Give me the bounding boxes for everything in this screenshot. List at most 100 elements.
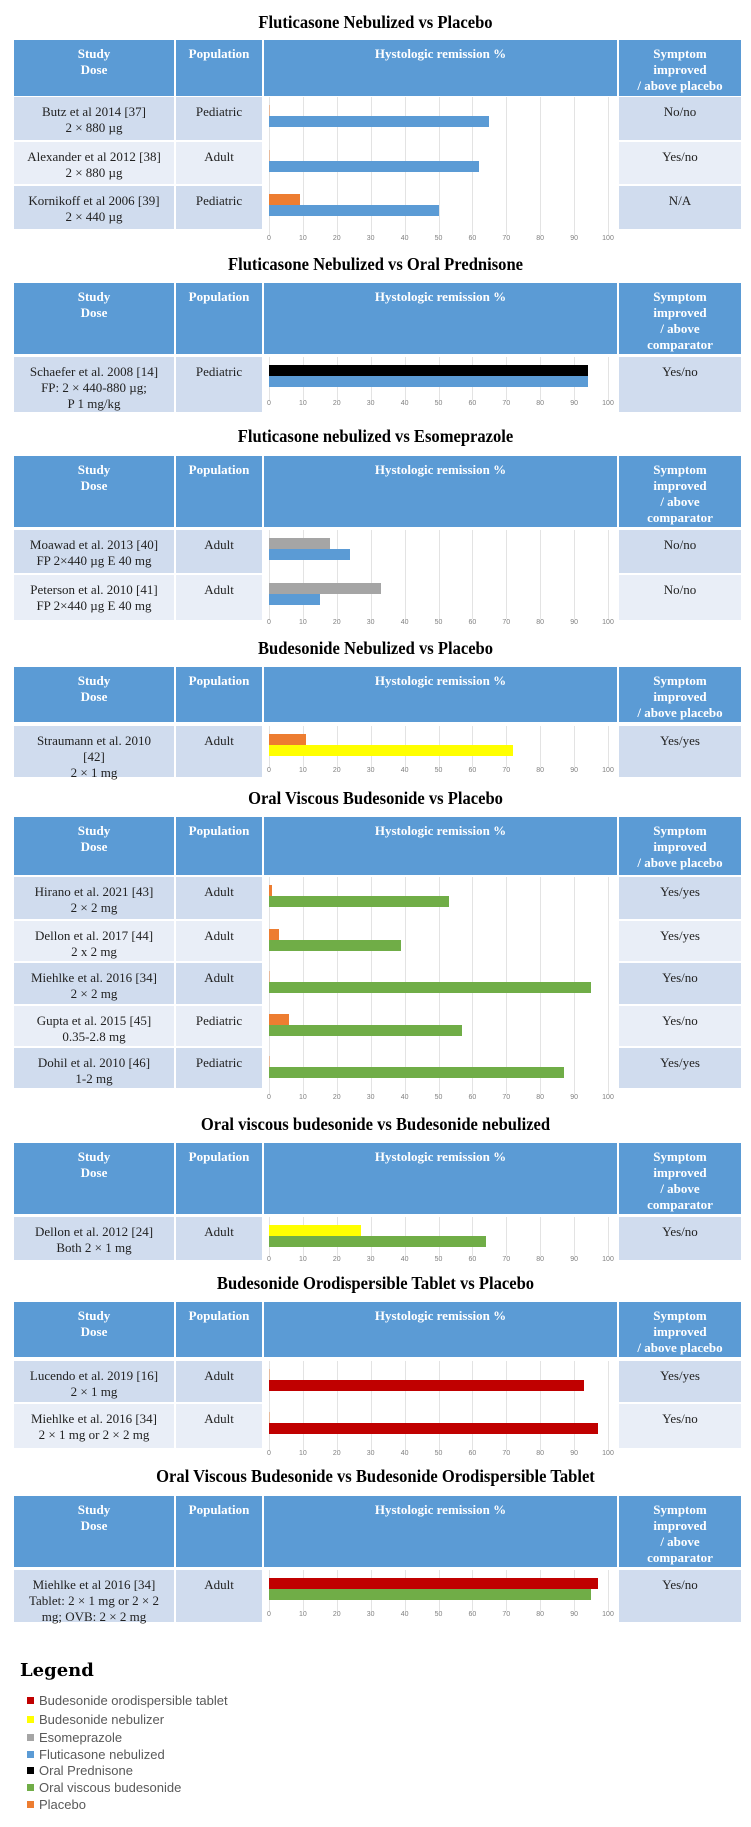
study-cell-text: mg; OVB: 2 × 2 mg [41,1609,147,1624]
bar-budesonide-nebulizer [269,745,514,756]
x-tick-label-text: 60 [468,235,477,242]
header-symptom-text: Symptom [653,46,707,61]
bar-placebo [269,1056,270,1067]
symptom-cell-text: Yes/no [662,149,698,164]
x-tick-label-text: 10 [298,1450,307,1457]
header-remission: Hystologic remission % [264,456,617,527]
bar-oral-viscous-budesonide [269,1025,463,1036]
x-tick-label: 0 [259,235,279,242]
x-tick-label: 30 [361,767,381,774]
bar-fluticasone-nebulized [269,205,439,216]
chart-title: Oral viscous budesonide vs Budesonide ne… [30,1114,721,1135]
gridline [608,877,609,1094]
x-tick-label: 90 [564,1611,584,1618]
study-cell-text: FP 2×440 µg E 40 mg [36,598,152,613]
population-cell-text: Adult [204,970,234,985]
gridline [506,97,508,235]
x-tick-label-text: 40 [400,235,409,242]
x-tick-label: 100 [598,767,618,774]
x-tick-label-text: 50 [434,1450,443,1457]
header-symptom-text: Symptom [653,1308,707,1323]
study-cell-text: Tablet: 2 × 1 mg or 2 × 2 [28,1593,159,1608]
header-symptom-text: Symptom [653,823,707,838]
header-symptom: Symptom improved / above placebo [619,1302,741,1357]
x-tick-label-text: 60 [468,1450,477,1457]
plot-area [264,1361,617,1449]
bar-placebo [269,734,307,745]
bar-budesonide-orodispersible-tablet [269,1578,598,1589]
x-tick-label: 40 [395,619,415,626]
population-cell-text: Pediatric [195,193,243,208]
population-cell-text: Adult [204,884,234,899]
x-tick-label: 40 [395,1611,415,1618]
header-study-text: Study [77,1502,111,1517]
x-tick-label-text: 40 [400,767,409,774]
x-tick-label: 100 [598,400,618,407]
header-symptom-text: improved [653,1518,707,1533]
population-cell-text: Adult [204,149,234,164]
x-tick-label: 20 [327,1450,347,1457]
x-tick-label: 0 [259,1450,279,1457]
symptom-cell-text: N/A [668,193,692,208]
gridline [472,1361,474,1450]
header-population: Population [176,1496,262,1567]
x-tick-label: 80 [530,767,550,774]
legend-swatch [27,1697,34,1704]
x-tick-label: 100 [598,1450,618,1457]
gridline [574,97,576,235]
study-cell-text: Kornikoff et al 2006 [39] [28,193,160,208]
x-tick-label: 30 [361,1450,381,1457]
study-cell-text: Dohil et al. 2010 [46] [37,1055,151,1070]
study-cell: Alexander et al 2012 [38] 2 × 880 µg [14,142,174,184]
gridline [608,357,609,400]
x-tick-label-text: 80 [536,1256,545,1263]
x-tick-label-text: 90 [570,235,578,242]
legend-swatch [27,1751,34,1758]
header-remission-text: Hystologic remission % [374,673,507,688]
study-cell-text: Straumann et al. 2010 [36,733,152,748]
study-cell-text: Dellon et al. 2012 [24] [34,1224,154,1239]
population-cell-text: Adult [204,928,234,943]
gridline [472,530,474,619]
gridline [608,1570,609,1611]
header-population-text: Population [188,46,250,61]
study-cell-text: FP: 2 × 440-880 µg; [41,380,147,395]
header-symptom-text: Symptom [653,1502,707,1517]
x-tick-label: 90 [564,767,584,774]
population-cell: Adult [176,1217,262,1260]
gridline [336,1361,338,1450]
x-tick-label-text: 60 [468,1611,477,1618]
x-tick-label-text: 0 [267,1094,271,1101]
x-tick-label: 10 [293,235,313,242]
x-tick-label-text: 70 [502,619,511,626]
study-cell-text: Schaefer et al. 2008 [14] [29,364,159,379]
bar-fluticasone-nebulized [269,116,490,127]
symptom-cell-text: No/no [663,537,697,552]
population-cell: Adult [176,1361,262,1402]
gridline [608,726,609,767]
symptom-cell: Yes/yes [619,1361,741,1402]
header-population: Population [176,283,262,354]
gridline [608,1361,609,1450]
x-tick-label-text: 20 [332,235,341,242]
header-remission-text: Hystologic remission % [374,1502,507,1517]
study-cell-text: 2 × 440 µg [65,209,123,224]
header-population-text: Population [188,1308,250,1323]
header-remission: Hystologic remission % [264,1302,617,1357]
bar-placebo [269,1412,270,1423]
study-cell-text: 2 × 1 mg [70,1384,118,1399]
x-tick-label: 90 [564,400,584,407]
x-tick-label-text: 100 [602,767,614,774]
chart-title-text: Budesonide Orodispersible Tablet vs Plac… [216,1273,535,1293]
study-cell-text: Both 2 × 1 mg [56,1240,132,1255]
population-cell: Adult [176,575,262,620]
x-tick-label: 30 [361,1611,381,1618]
x-tick-label-text: 50 [434,400,443,407]
header-symptom: Symptom improved / above comparator [619,1143,741,1214]
x-tick-label-text: 90 [570,1256,578,1263]
x-tick-label: 30 [361,235,381,242]
legend-item: Budesonide orodispersible tablet [39,1693,228,1708]
bar-oral-viscous-budesonide [269,896,449,907]
header-symptom-text: Symptom [653,1149,707,1164]
study-cell-text: [42] [83,749,105,764]
